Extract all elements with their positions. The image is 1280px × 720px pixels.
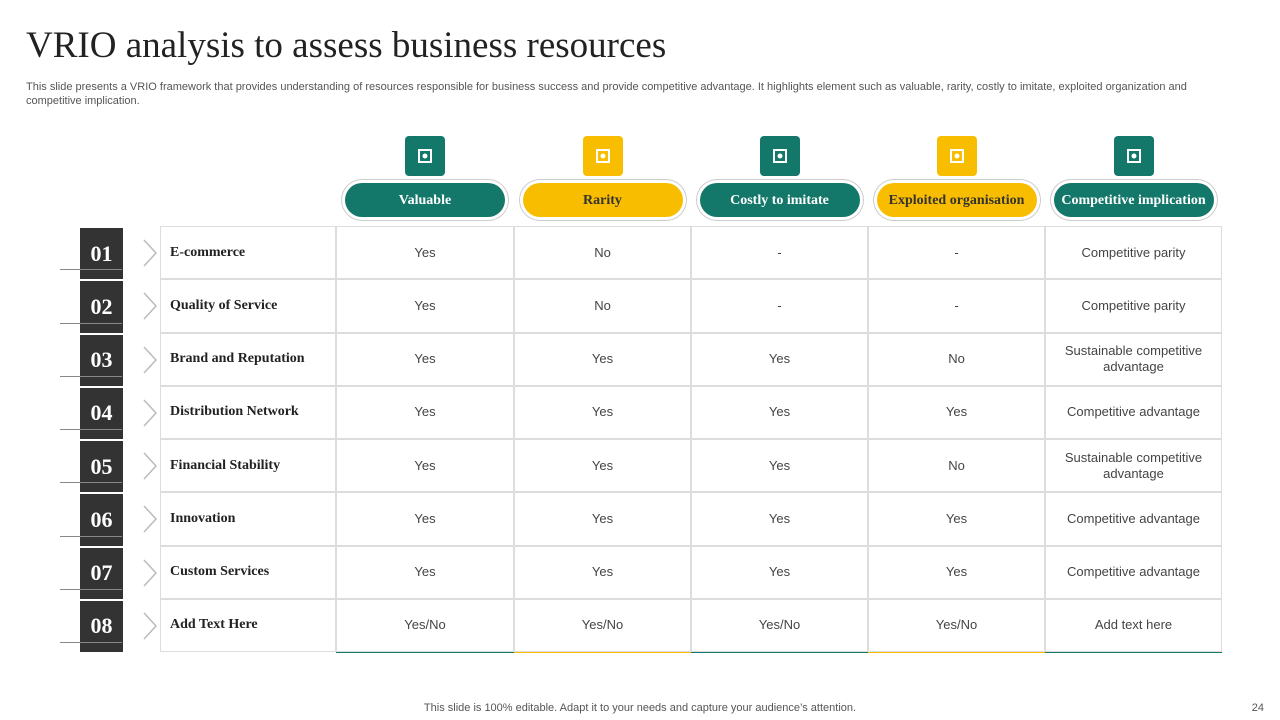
column-underline [336, 651, 514, 653]
row-label: Innovation [160, 492, 336, 546]
row-number: 03 [80, 334, 123, 386]
table-cell: Yes [868, 492, 1045, 546]
table-cell: No [868, 439, 1045, 493]
table-cell: Yes [691, 545, 868, 599]
page-number: 24 [1251, 702, 1264, 714]
column-header: Competitive implication [1053, 183, 1214, 217]
table-cell: Yes [691, 385, 868, 439]
table-cell: Yes [336, 439, 514, 493]
row-rule [60, 269, 122, 271]
row-label: Financial Stability [160, 439, 336, 493]
table-cell: Yes [691, 332, 868, 386]
table-cell: Competitive advantage [1045, 545, 1222, 599]
table-cell: Yes/No [336, 598, 514, 652]
column-icon [1113, 136, 1154, 176]
table-cell: Competitive parity [1045, 279, 1222, 333]
table-cell: Yes [514, 385, 691, 439]
table-cell: - [868, 279, 1045, 333]
column-underline [514, 651, 691, 653]
column-header: Exploited organisation [876, 183, 1037, 217]
row-rule [60, 535, 122, 537]
row-chevron [140, 238, 160, 273]
table-cell: Yes [514, 439, 691, 493]
table-cell: Competitive parity [1045, 226, 1222, 280]
row-rule [60, 482, 122, 484]
column-header: Costly to imitate [699, 183, 860, 217]
row-label: Distribution Network [160, 385, 336, 439]
row-label: Custom Services [160, 545, 336, 599]
table-cell: No [868, 332, 1045, 386]
row-number: 05 [80, 441, 123, 493]
table-cell: Yes [691, 439, 868, 493]
column-icon [582, 136, 623, 176]
table-cell: - [691, 226, 868, 280]
table-cell: Sustainable competitive advantage [1045, 332, 1222, 386]
row-label: Add Text Here [160, 598, 336, 652]
column-underline [868, 651, 1045, 653]
table-cell: Yes [336, 545, 514, 599]
table-cell: Yes [336, 332, 514, 386]
column-icon [405, 136, 445, 176]
table-cell: Yes [868, 385, 1045, 439]
row-label: Brand and Reputation [160, 332, 336, 386]
table-cell: Yes/No [514, 598, 691, 652]
row-number: 04 [80, 387, 123, 439]
table-cell: Competitive advantage [1045, 492, 1222, 546]
row-number: 01 [80, 228, 123, 280]
column-underline [1045, 651, 1222, 653]
row-rule [60, 642, 122, 643]
row-label: E-commerce [160, 226, 336, 280]
row-number: 07 [80, 547, 123, 599]
row-rule [60, 588, 122, 590]
table-cell: Yes [514, 332, 691, 386]
table-cell: Yes [691, 492, 868, 546]
table-cell: Yes/No [868, 598, 1045, 652]
column-icon [759, 136, 800, 176]
table-cell: Yes/No [691, 598, 868, 652]
table-cell: Competitive advantage [1045, 385, 1222, 439]
table-cell: No [514, 226, 691, 280]
row-number: 08 [80, 600, 123, 652]
row-rule [60, 375, 122, 377]
row-chevron [140, 504, 160, 539]
row-number: 02 [80, 281, 123, 333]
column-icon [936, 136, 977, 176]
table-cell: Yes [336, 385, 514, 439]
row-rule [60, 429, 122, 430]
row-label: Quality of Service [160, 279, 336, 333]
row-number: 06 [80, 494, 123, 546]
column-underline [691, 651, 868, 653]
table-cell: Add text here [1045, 598, 1222, 652]
table-cell: Sustainable competitive advantage [1045, 439, 1222, 493]
title: VRIO analysis to assess business resourc… [26, 25, 667, 66]
row-chevron [140, 558, 160, 593]
row-rule [60, 322, 122, 324]
table-cell: No [514, 279, 691, 333]
row-chevron [140, 398, 160, 433]
column-header: Rarity [522, 183, 683, 217]
table-cell: - [691, 279, 868, 333]
row-chevron [140, 451, 160, 486]
row-chevron [140, 611, 160, 646]
row-chevron [140, 345, 160, 380]
table-cell: - [868, 226, 1045, 280]
subtitle: This slide presents a VRIO framework tha… [26, 81, 1187, 107]
table-cell: Yes [336, 279, 514, 333]
column-header: Valuable [345, 183, 505, 217]
table-cell: Yes [336, 226, 514, 280]
table-cell: Yes [514, 492, 691, 546]
footer-note: This slide is 100% editable. Adapt it to… [423, 702, 857, 714]
table-cell: Yes [868, 545, 1045, 599]
row-chevron [140, 291, 160, 326]
table-cell: Yes [514, 545, 691, 599]
table-cell: Yes [336, 492, 514, 546]
